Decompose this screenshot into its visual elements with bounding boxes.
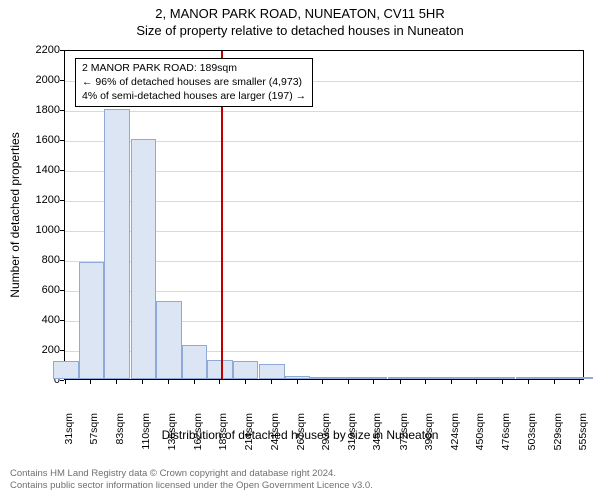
chart-title-main: 2, MANOR PARK ROAD, NUNEATON, CV11 5HR <box>0 0 600 21</box>
y-tick-mark <box>60 380 64 381</box>
histogram-bar <box>53 361 79 379</box>
histogram-bar <box>413 377 439 379</box>
x-tick-mark <box>348 380 349 384</box>
histogram-bar <box>464 377 490 379</box>
info-annotation-box: 2 MANOR PARK ROAD: 189sqm ← 96% of detac… <box>75 58 313 107</box>
y-tick-label: 1600 <box>10 134 60 146</box>
x-tick-mark <box>502 380 503 384</box>
x-tick-mark <box>528 380 529 384</box>
y-tick-label: 200 <box>10 344 60 356</box>
x-tick-mark <box>297 380 298 384</box>
gridline <box>65 111 583 112</box>
info-line-1: 2 MANOR PARK ROAD: 189sqm <box>82 61 306 75</box>
y-tick-label: 2200 <box>10 44 60 56</box>
histogram-bar <box>542 377 568 379</box>
histogram-bar <box>156 301 182 379</box>
y-tick-label: 400 <box>10 314 60 326</box>
y-axis-label: Number of detached properties <box>8 132 22 297</box>
info-line-3: 4% of semi-detached houses are larger (1… <box>82 89 306 103</box>
histogram-bar <box>259 364 285 379</box>
histogram-bar <box>104 109 130 379</box>
x-tick-mark <box>245 380 246 384</box>
y-tick-label: 1400 <box>10 164 60 176</box>
histogram-bar <box>388 377 414 379</box>
x-tick-mark <box>373 380 374 384</box>
x-tick-mark <box>142 380 143 384</box>
y-tick-label: 1800 <box>10 104 60 116</box>
histogram-bar <box>439 377 465 379</box>
histogram-bar <box>207 360 233 380</box>
x-tick-mark <box>90 380 91 384</box>
x-tick-mark <box>425 380 426 384</box>
x-tick-mark <box>65 380 66 384</box>
y-tick-label: 1200 <box>10 194 60 206</box>
x-tick-mark <box>400 380 401 384</box>
footer-line-2: Contains public sector information licen… <box>10 480 590 492</box>
y-tick-label: 800 <box>10 254 60 266</box>
histogram-bar <box>233 361 259 379</box>
y-tick-label: 1000 <box>10 224 60 236</box>
x-axis-label: Distribution of detached houses by size … <box>0 428 600 442</box>
x-tick-mark <box>168 380 169 384</box>
histogram-bar <box>310 377 336 379</box>
chart-title-sub: Size of property relative to detached ho… <box>0 21 600 38</box>
histogram-bar <box>285 376 311 379</box>
y-tick-label: 2000 <box>10 74 60 86</box>
x-tick-mark <box>219 380 220 384</box>
x-tick-mark <box>194 380 195 384</box>
footer-line-1: Contains HM Land Registry data © Crown c… <box>10 468 590 480</box>
x-tick-mark <box>322 380 323 384</box>
x-tick-mark <box>579 380 580 384</box>
x-tick-mark <box>554 380 555 384</box>
histogram-bar <box>336 377 362 379</box>
x-tick-mark <box>116 380 117 384</box>
histogram-bar <box>361 377 387 379</box>
x-tick-mark <box>451 380 452 384</box>
histogram-bar <box>567 377 593 379</box>
histogram-bar <box>516 377 542 379</box>
x-tick-mark <box>271 380 272 384</box>
info-line-2: ← 96% of detached houses are smaller (4,… <box>82 75 306 89</box>
histogram-bar <box>131 139 157 379</box>
x-tick-mark <box>476 380 477 384</box>
chart-area: Number of detached properties 0200400600… <box>0 40 600 436</box>
histogram-bar <box>79 262 105 379</box>
histogram-bar <box>182 345 208 380</box>
footer-attribution: Contains HM Land Registry data © Crown c… <box>0 462 600 500</box>
y-tick-label: 600 <box>10 284 60 296</box>
histogram-bar <box>490 377 516 379</box>
